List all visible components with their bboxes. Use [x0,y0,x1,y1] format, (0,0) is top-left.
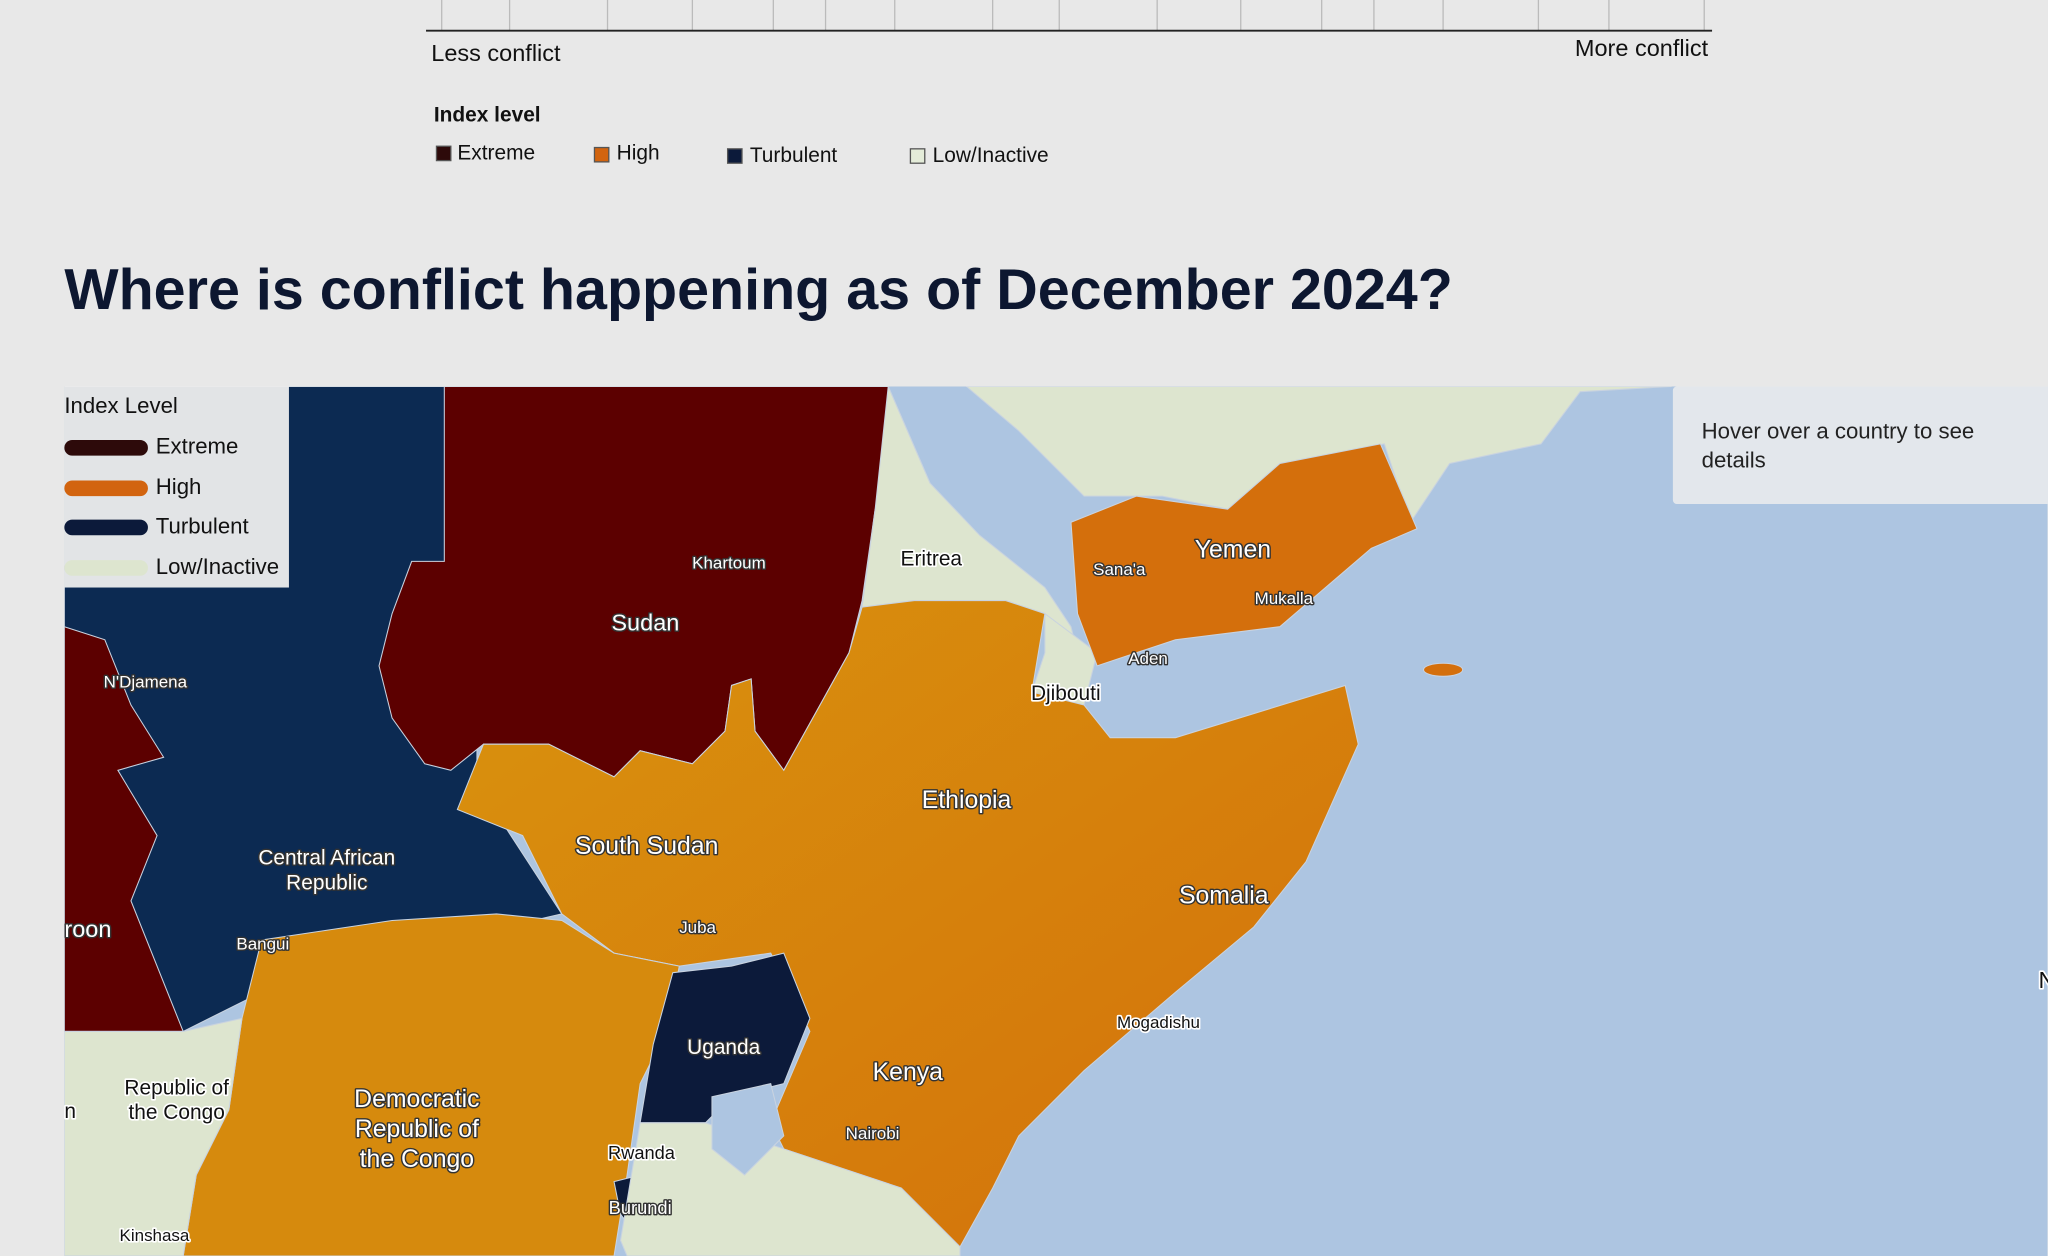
legend-label: Extreme [457,142,535,165]
conflict-scale [426,0,1713,32]
city-label: Mukalla [1255,589,1314,608]
country-label: the Congo [128,1101,224,1124]
legend-swatch [435,145,452,162]
country-label: Somalia [1179,883,1269,910]
lake-victoria [711,1083,785,1176]
country-label: Democratic [354,1086,479,1113]
country-label: n [64,1100,76,1123]
legend-swatch [909,148,926,164]
city-label: Khartoum [692,554,766,573]
map-legend-label: Turbulent [156,513,249,538]
country-label: Ethiopia [922,787,1012,814]
map-legend-label: Low/Inactive [156,554,279,579]
legend-title: Index level [434,104,541,127]
legend-label: High [617,142,660,165]
scale-label: Less conflict [431,40,561,66]
country-label: Uganda [687,1036,761,1059]
arabia [965,386,1672,524]
country-label: N [2038,967,2048,993]
city-label: Aden [1128,649,1168,668]
country-label: Yemen [1195,537,1271,564]
city-labels: Khartoum N'Djamena Sana'a Mukalla Aden J… [102,552,1315,1246]
info-box [1672,386,2048,504]
legend-swatch [726,148,743,164]
country-label: Djibouti [1031,682,1101,705]
city-label: Sana'a [1093,560,1146,579]
socotra [1422,662,1464,677]
yemen [1070,443,1418,667]
legend-label: Low/Inactive [933,144,1049,167]
map-legend-label: Extreme [156,434,239,459]
map-legend-title: Index Level [64,393,177,418]
city-label: Juba [679,918,716,937]
country-label: roon [64,916,111,942]
congo [64,1017,243,1256]
country-label: the Congo [360,1146,474,1173]
country-label: Rwanda [608,1142,676,1163]
country-label: Kenya [873,1059,944,1086]
scale-label: More conflict [1575,35,1709,61]
country-label: Burundi [609,1197,672,1218]
city-label: Bangui [236,935,289,954]
page-title: Where is conflict happening as of Decemb… [64,258,1452,322]
city-label: Mogadishu [1117,1013,1200,1032]
info-box-text: Hover over a country to see details [1701,419,1975,473]
drc [182,913,680,1256]
map-legend-swatch [64,519,148,536]
country-label: Sudan [611,609,679,635]
city-label: N'Djamena [104,672,188,691]
country-label: Republic [286,871,367,894]
city-label: Nairobi [846,1124,900,1143]
country-label: Republic of [124,1076,229,1099]
map-legend-label: High [156,474,202,499]
map-legend-swatch [64,560,148,576]
legend-label: Turbulent [750,144,838,167]
legend-swatch [593,146,610,163]
country-label: Republic of [355,1116,479,1143]
city-label: Kinshasa [120,1226,190,1245]
country-labels: Sudan Eritrea Yemen Djibouti Ethiopia So… [63,535,2048,1219]
map-legend-swatch [64,439,148,456]
country-label: Eritrea [901,548,963,571]
country-label: South Sudan [575,833,718,860]
info-box-content: Hover over a country to see details [1701,419,1975,473]
map-legend-swatch [64,480,148,497]
country-label: Central African [258,847,395,870]
